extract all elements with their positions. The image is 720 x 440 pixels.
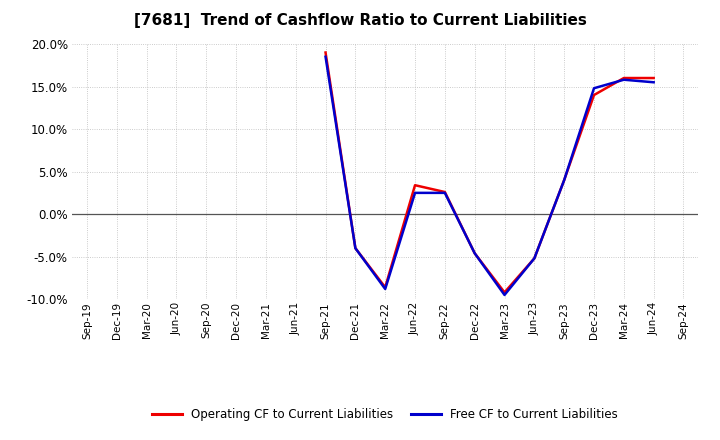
Text: [7681]  Trend of Cashflow Ratio to Current Liabilities: [7681] Trend of Cashflow Ratio to Curren…	[134, 13, 586, 28]
Legend: Operating CF to Current Liabilities, Free CF to Current Liabilities: Operating CF to Current Liabilities, Fre…	[148, 403, 623, 426]
